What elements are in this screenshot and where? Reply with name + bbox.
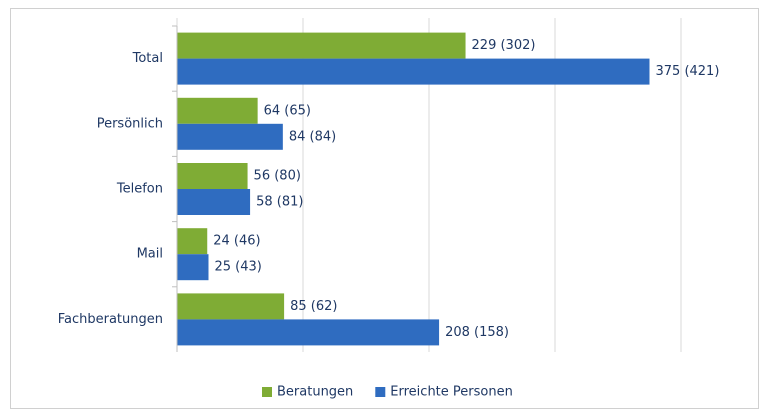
bar <box>177 163 248 189</box>
bar <box>177 123 283 150</box>
legend-label: Beratungen <box>277 385 353 400</box>
data-label: 58 (81) <box>256 195 303 210</box>
bar <box>177 254 209 281</box>
legend-label: Erreichte Personen <box>390 385 513 400</box>
data-label: 24 (46) <box>213 234 260 249</box>
data-label: 229 (302) <box>472 38 536 53</box>
data-label: 56 (80) <box>254 169 301 184</box>
y-tick-label: Mail <box>137 247 163 262</box>
data-label: 25 (43) <box>215 260 262 275</box>
data-label: 208 (158) <box>445 325 509 340</box>
data-label: 84 (84) <box>289 129 336 144</box>
data-label: 64 (65) <box>264 103 311 118</box>
bar <box>177 293 285 320</box>
legend-swatch <box>375 387 386 397</box>
y-tick-label: Fachberatungen <box>58 312 163 327</box>
legend-swatch <box>262 387 272 397</box>
bar <box>177 189 251 215</box>
data-label: 375 (421) <box>656 64 720 79</box>
y-tick-label: Total <box>132 51 163 66</box>
y-tick-label: Telefon <box>116 182 163 197</box>
bar <box>177 97 258 124</box>
bar <box>177 228 208 255</box>
bar <box>177 32 466 59</box>
bar <box>177 319 440 346</box>
bar <box>177 58 650 85</box>
data-label: 85 (62) <box>290 299 337 314</box>
y-tick-label: Persönlich <box>97 116 163 131</box>
